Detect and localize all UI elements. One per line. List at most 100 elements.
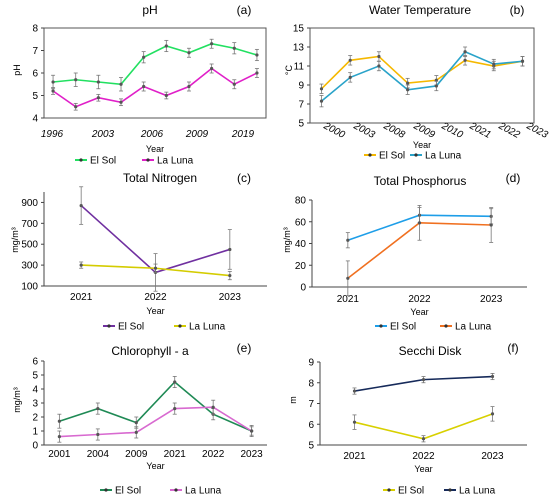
x-axis-label: Year xyxy=(414,464,432,474)
data-point xyxy=(232,46,236,50)
legend-label: El Sol xyxy=(115,486,141,497)
legend-label: La Luna xyxy=(189,322,226,333)
y-tick-label: 11 xyxy=(294,62,305,73)
y-tick-label: 300 xyxy=(21,261,38,272)
x-tick-label: 2009 xyxy=(125,449,148,460)
data-point xyxy=(421,378,426,382)
data-point xyxy=(134,421,138,425)
x-tick-label: 2023 xyxy=(240,449,263,460)
y-tick-label: 7 xyxy=(32,46,38,57)
x-tick-label: 2023 xyxy=(480,294,503,305)
y-tick-label: 4 xyxy=(32,385,38,396)
data-point xyxy=(434,84,438,88)
chart-panel: Total Nitrogen (c) mg/m³ Year 100 300 500 700 90… xyxy=(10,171,267,333)
chart-panel: pH (a) pH Year 4 5 6 7 8 1996 2003 2006 2009 2019 El S… xyxy=(12,3,267,167)
chart-title: Total Nitrogen xyxy=(123,171,197,185)
y-tick-label: 700 xyxy=(21,219,38,230)
data-point xyxy=(74,105,78,109)
data-point xyxy=(51,89,55,93)
y-tick-label: 8 xyxy=(32,24,38,35)
y-tick-label: 100 xyxy=(21,282,38,293)
series-line xyxy=(320,55,523,90)
data-point xyxy=(119,82,123,86)
legend-label: La Luna xyxy=(459,486,496,497)
chart-panel: Chlorophyll - a (e) mg/m³ Year 0 1 2 3 4 5 6 2001 20… xyxy=(12,341,267,497)
data-point xyxy=(348,75,352,79)
data-point xyxy=(79,263,83,267)
data-point xyxy=(492,62,496,66)
data-point xyxy=(520,59,525,63)
y-tick-label: 0 xyxy=(32,441,38,452)
data-point xyxy=(187,51,191,55)
x-tick-label: 2006 xyxy=(140,129,164,140)
panel-letter: (d) xyxy=(506,171,521,185)
x-axis-label: Year xyxy=(146,144,164,154)
legend-label: La Luna xyxy=(185,486,222,497)
data-point xyxy=(96,96,100,100)
x-tick-label: 2021 xyxy=(343,451,366,462)
series-line xyxy=(320,50,523,102)
legend-marker xyxy=(368,153,372,157)
y-axis-label: mg/m³ xyxy=(12,387,22,413)
data-point xyxy=(96,80,100,84)
data-point xyxy=(346,276,350,280)
y-tick-label: 9 xyxy=(308,358,314,369)
data-point xyxy=(463,50,467,54)
y-tick-label: 5 xyxy=(32,371,38,382)
chart-panel: Secchi Disk (f) m Year 5 6 7 8 9 2021 2022 2023 El S… xyxy=(288,341,527,497)
data-point xyxy=(228,247,232,252)
chart-title: Water Temperature xyxy=(369,3,471,17)
y-tick-label: 13 xyxy=(293,43,305,54)
legend-marker xyxy=(107,324,111,328)
x-tick-label: 2003 xyxy=(91,129,115,140)
x-tick-label: 2009 xyxy=(185,129,209,140)
x-tick-label: 1996 xyxy=(41,129,64,140)
series-line xyxy=(59,406,253,438)
y-tick-label: 6 xyxy=(308,420,314,431)
y-tick-label: 5 xyxy=(32,91,38,102)
legend-label: La Luna xyxy=(157,156,194,167)
x-tick-label: 2022 xyxy=(412,451,435,462)
series-line xyxy=(354,413,493,440)
data-point xyxy=(210,42,214,46)
y-tick-label: 7 xyxy=(298,100,304,111)
data-point xyxy=(352,389,357,393)
legend-marker xyxy=(146,158,150,162)
y-tick-label: 7 xyxy=(308,399,314,410)
y-tick-label: 500 xyxy=(21,240,38,251)
y-tick-label: 5 xyxy=(308,441,314,452)
data-point xyxy=(346,238,350,242)
legend-label: El Sol xyxy=(390,322,416,333)
data-point xyxy=(490,374,495,379)
y-axis-label: °C xyxy=(284,64,294,75)
data-point xyxy=(164,93,168,98)
x-tick-label: 2021 xyxy=(70,292,93,303)
data-point xyxy=(74,78,78,82)
data-point xyxy=(210,66,214,71)
data-point xyxy=(352,420,357,424)
y-tick-label: 80 xyxy=(295,196,307,207)
data-point xyxy=(377,54,381,59)
data-point xyxy=(228,273,232,278)
chart-title: Secchi Disk xyxy=(399,344,463,358)
data-point xyxy=(119,100,123,104)
series-line xyxy=(52,67,258,108)
data-point xyxy=(490,412,495,416)
data-point xyxy=(211,405,215,409)
data-point xyxy=(153,266,158,270)
data-point xyxy=(96,432,100,437)
data-point xyxy=(463,58,467,62)
data-point xyxy=(406,81,410,85)
data-point xyxy=(348,58,352,62)
data-point xyxy=(406,88,410,92)
x-axis-label: Year xyxy=(146,306,164,316)
x-axis-label: Year xyxy=(410,307,428,317)
x-tick-label: 2019 xyxy=(231,129,255,140)
data-point xyxy=(164,44,168,48)
y-axis-label: pH xyxy=(12,64,22,76)
y-axis-label: m xyxy=(288,396,298,404)
legend-label: La Luna xyxy=(425,151,462,162)
legend-marker xyxy=(104,488,108,492)
